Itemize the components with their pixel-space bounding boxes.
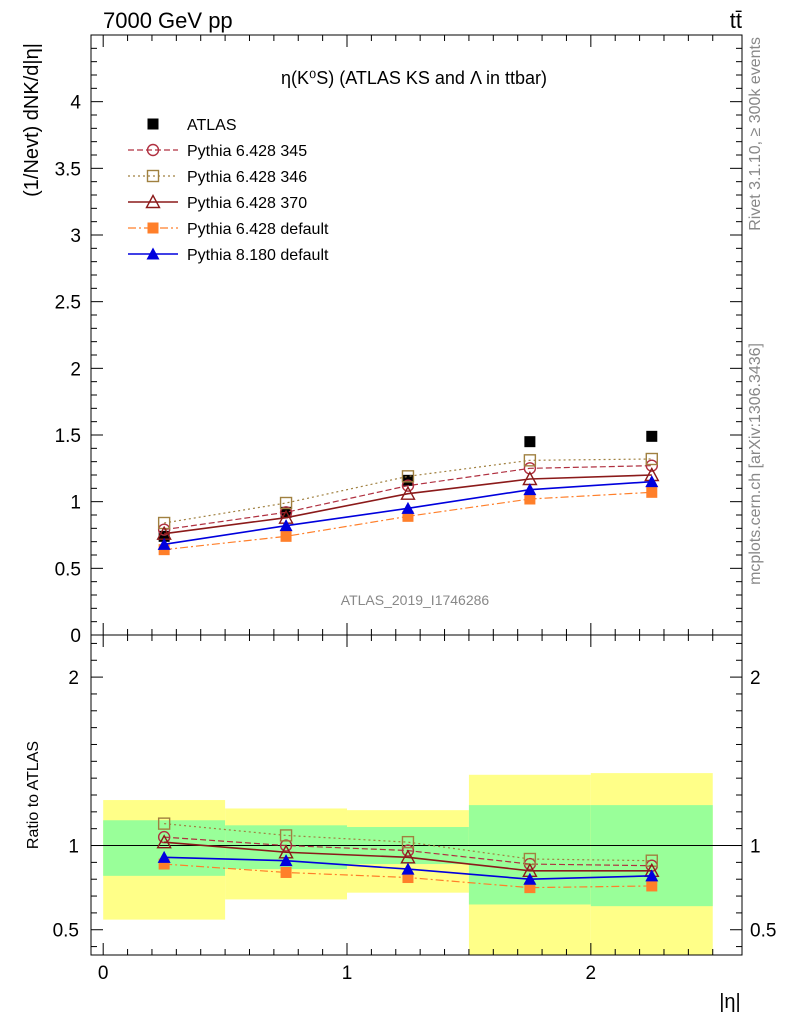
ratio-4-point-4: [646, 880, 658, 892]
ratio-3-point-0: [156, 834, 172, 849]
main-y-tick-label: 3: [70, 226, 81, 247]
main-y-tick-label: 2.5: [55, 293, 81, 314]
series-5-point-4: [645, 475, 659, 488]
series-2-point-2: [401, 470, 415, 483]
legend-marker-1: [146, 143, 160, 157]
main-series: [156, 430, 660, 556]
ratio-2-point-2: [401, 835, 415, 849]
series-5-point-3: [523, 483, 537, 496]
ratio-5-point-4: [645, 869, 659, 882]
main-y-tick-label: 3.5: [55, 159, 81, 180]
plot-title: η(K⁰S) (ATLAS KS and Λ in ttbar): [281, 68, 547, 88]
series-2-point-3: [523, 454, 537, 467]
main-y-tick-label: 1.5: [55, 426, 81, 447]
legend: ATLAS Pythia 6.428 345 Pythia 6.428 346 Pyt…: [128, 117, 329, 264]
ratio-4-point-3: [524, 882, 536, 894]
series-4-point-1: [280, 530, 292, 542]
series-line-1: [164, 465, 652, 531]
legend-label-4: Pythia 6.428 default: [187, 221, 329, 238]
ratio-4-point-2: [402, 872, 414, 884]
ratio-y-tick-label-right: 2: [750, 668, 761, 689]
main-y-tick-label: 4: [70, 93, 81, 114]
series-2-point-1: [279, 496, 293, 510]
y-axis-label-main: (1/Nevt) dNK/d|η|: [21, 43, 43, 197]
series-0-point-3: [524, 436, 536, 448]
axis-ticks: 0 0.5 1 1.5 2 2.5 3 3.5 4 0.5 0.5 1 1 2 2 0 1 2: [53, 35, 776, 984]
series-5-point-2: [401, 501, 415, 514]
legend-label-2: Pythia 6.428 346: [187, 169, 307, 186]
main-y-tick-label: 1: [70, 493, 81, 514]
ratio-series: [156, 817, 660, 894]
legend-label-5: Pythia 8.180 default: [187, 247, 329, 264]
series-1-point-0: [157, 523, 171, 536]
ratio-5-point-0: [157, 850, 171, 863]
series-0-point-4: [646, 430, 658, 442]
series-line-2: [164, 458, 652, 524]
mcplots-label: mcplots.cern.ch [arXiv:1306.3436]: [747, 343, 764, 585]
header-left: 7000 GeV pp: [103, 8, 233, 33]
ratio-y-tick-label: 0.5: [53, 921, 79, 942]
ratio-2-point-0: [157, 817, 171, 830]
x-tick-label: 1: [342, 963, 353, 984]
series-0-point-0: [158, 530, 170, 542]
main-y-tick-label: 2: [70, 359, 81, 380]
ratio-2-point-4: [645, 854, 658, 867]
analysis-watermark: ATLAS_2019_I1746286: [341, 592, 490, 608]
ratio-y-tick-label: 1: [68, 837, 79, 858]
legend-marker-3: [145, 194, 161, 209]
series-1-point-2: [401, 479, 415, 492]
legend-marker-5: [146, 247, 160, 260]
legend-label-0: ATLAS: [187, 117, 237, 134]
series-4-point-4: [646, 486, 658, 498]
ratio-y-tick-label: 2: [68, 668, 79, 689]
legend-label-1: Pythia 6.428 345: [187, 143, 307, 160]
ratio-line-3: [164, 841, 652, 872]
ratio-y-tick-label-right: 1: [750, 837, 761, 858]
main-y-tick-label: 0.5: [55, 559, 81, 580]
header-right: tt̄: [730, 8, 742, 33]
legend-marker-2: [146, 169, 160, 183]
x-tick-label: 0: [98, 963, 109, 984]
ratio-4-point-1: [280, 866, 292, 878]
ratio-1-point-2: [401, 844, 415, 857]
series-line-3: [164, 474, 652, 535]
ratio-5-point-1: [279, 854, 293, 867]
legend-marker-4: [147, 222, 159, 234]
series-5-point-1: [279, 519, 293, 532]
x-tick-label: 2: [586, 963, 597, 984]
y-axis-label-ratio: Ratio to ATLAS: [25, 741, 42, 849]
x-axis-label: |η|: [719, 991, 741, 1013]
legend-marker-0: [147, 118, 159, 130]
ratio-5-point-3: [523, 872, 537, 885]
ratio-y-tick-label-right: 0.5: [750, 921, 776, 942]
series-2-point-4: [645, 452, 658, 466]
ratio-1-point-1: [279, 839, 293, 852]
series-3-point-2: [400, 485, 416, 500]
ratio-line-2: [164, 823, 652, 862]
legend-label-3: Pythia 6.428 370: [187, 195, 307, 212]
series-4-point-2: [402, 510, 414, 522]
ratio-5-point-2: [401, 862, 415, 875]
rivet-label: Rivet 3.1.10, ≥ 300k events: [747, 37, 764, 231]
main-y-tick-label: 0: [70, 626, 81, 647]
series-1-point-4: [645, 459, 658, 472]
series-4-point-3: [524, 493, 536, 505]
series-5-point-0: [157, 537, 171, 550]
ratio-2-point-1: [279, 829, 293, 842]
ratio-4-point-0: [158, 858, 170, 870]
